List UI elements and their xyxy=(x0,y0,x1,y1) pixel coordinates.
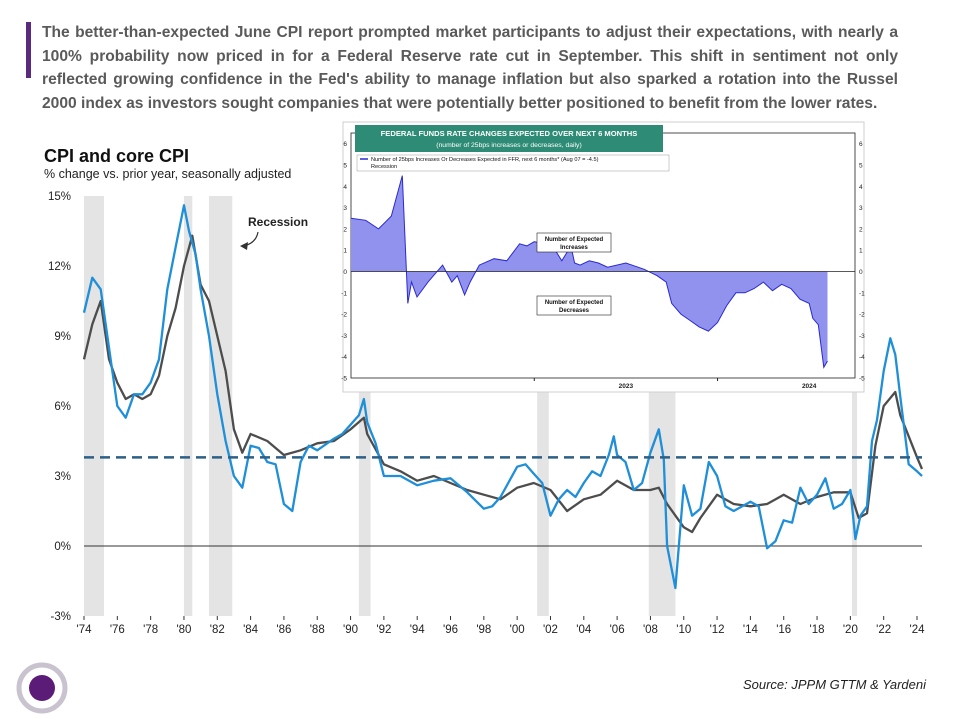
y-tick-labels: 15% 12% 9% 6% 3% 0% -3% xyxy=(48,191,71,623)
chart-title: CPI and core CPI xyxy=(44,146,190,166)
inset-annotation-decreases-box xyxy=(536,295,612,316)
inset-legend-series: Number of 25bps Increases Or Decreases E… xyxy=(371,157,599,163)
inset-x-tick-label: 2023 xyxy=(619,383,634,390)
x-tick-label: '74 xyxy=(77,624,93,636)
x-tick-label: '02 xyxy=(543,624,558,636)
source-note: Source: JPPM GTTM & Yardeni xyxy=(742,677,926,692)
inset-y-tick-left: 3 xyxy=(343,205,347,212)
x-tick-label: '04 xyxy=(576,624,592,636)
inset-y-tick-right: -2 xyxy=(859,312,865,319)
inset-annotation-decreases: Number of Expected xyxy=(545,300,604,306)
recession-annotation: Recession xyxy=(248,215,308,229)
annotation-arrowhead xyxy=(240,242,248,250)
x-tick-label: '12 xyxy=(710,624,725,636)
y-tick-label: 9% xyxy=(54,331,71,343)
inset-y-tick-left: -3 xyxy=(341,333,347,340)
y-tick-label: 3% xyxy=(54,471,71,483)
inset-annotation-decreases-line2: Decreases xyxy=(559,308,590,314)
x-tick-label: '96 xyxy=(443,624,458,636)
x-tick-label: '00 xyxy=(510,624,525,636)
x-tick-label: '88 xyxy=(310,624,325,636)
x-tick-label: '82 xyxy=(210,624,225,636)
y-tick-label: 0% xyxy=(54,541,71,553)
inset-legend-recession: Recession xyxy=(371,164,397,170)
y-tick-label: 15% xyxy=(48,191,71,203)
inset-y-tick-left: 5 xyxy=(343,162,347,169)
inset-y-tick-left: 2 xyxy=(343,226,347,233)
y-tick-label: 12% xyxy=(48,261,71,273)
x-tick-labels: '74 '76 '78 '80 '82 '84 '86 '88 '90 '92 '94 '96 '98 '… xyxy=(77,616,926,636)
inset-y-tick-left: 6 xyxy=(343,141,347,148)
y-tick-label: 6% xyxy=(54,401,71,413)
inset-y-tick-right: 0 xyxy=(859,269,863,276)
inset-y-tick-left: 1 xyxy=(343,248,347,255)
annotations: Recession xyxy=(240,215,308,250)
inset-banner xyxy=(355,125,663,152)
x-tick-label: '20 xyxy=(843,624,858,636)
chart-subtitle: % change vs. prior year, seasonally adju… xyxy=(44,167,292,181)
series-lines xyxy=(82,204,924,590)
inset-y-tick-left: -1 xyxy=(341,290,347,297)
x-tick-label: '78 xyxy=(143,624,158,636)
x-tick-label: '10 xyxy=(676,624,691,636)
cpi-line xyxy=(82,204,923,590)
recession-band xyxy=(208,196,233,616)
inset-y-tick-right: 6 xyxy=(859,141,863,148)
recession-band xyxy=(537,196,549,616)
x-tick-label: '86 xyxy=(276,624,291,636)
y-tick-label: -3% xyxy=(51,611,71,623)
inset-line xyxy=(350,175,828,369)
inset-subtitle: (number of 25bps increases or decreases,… xyxy=(436,142,581,149)
inset-y-tick-left: -5 xyxy=(341,376,347,383)
recession-band xyxy=(852,196,858,616)
inset-y-tick-right: 3 xyxy=(859,205,863,212)
inset-y-tick-left: 4 xyxy=(343,184,347,191)
inset-y-tick-left: 0 xyxy=(343,269,347,276)
inset-y-tick-right: -3 xyxy=(859,333,865,340)
inset-annotation-increases-box xyxy=(536,232,612,253)
x-tick-label: '84 xyxy=(243,624,259,636)
inset-title: FEDERAL FUNDS RATE CHANGES EXPECTED OVER… xyxy=(381,129,638,138)
inset-y-tick-right: -1 xyxy=(859,290,865,297)
inset-y-tick-right: -5 xyxy=(859,376,865,383)
x-tick-label: '90 xyxy=(343,624,358,636)
recession-band xyxy=(183,196,193,616)
x-tick-label: '18 xyxy=(810,624,825,636)
fed-funds-inset-chart: 6 6 5 5 4 4 3 3 2 2 1 1 0 0 -1 -1 -2 -2 -3 -3 -4 -4 -5 -5 2023 20… xyxy=(341,121,865,393)
x-tick-label: '24 xyxy=(910,624,926,636)
inset-y-tick-right: 4 xyxy=(859,184,863,191)
x-tick-label: '98 xyxy=(476,624,491,636)
inset-y-tick-right: -4 xyxy=(859,354,865,361)
inset-y-tick-left: -2 xyxy=(341,312,347,319)
x-tick-label: '80 xyxy=(176,624,191,636)
inset-annotation-increases-line2: Increases xyxy=(560,245,588,251)
x-tick-label: '92 xyxy=(376,624,391,636)
accent-bar xyxy=(26,22,31,78)
inset-y-tick-right: 2 xyxy=(859,226,863,233)
logo-icon xyxy=(16,662,68,714)
inset-y-tick-right: 5 xyxy=(859,162,863,169)
inset-y-tick-right: 1 xyxy=(859,248,863,255)
inset-x-tick-label: 2024 xyxy=(802,383,817,390)
x-tick-label: '16 xyxy=(776,624,791,636)
inset-legend-box xyxy=(356,154,670,172)
recession-band xyxy=(84,196,104,616)
x-tick-label: '14 xyxy=(743,624,759,636)
x-tick-label: '76 xyxy=(110,624,125,636)
commentary-text: The better-than-expected June CPI report… xyxy=(42,24,898,112)
inset-y-tick-left: -4 xyxy=(341,354,347,361)
x-tick-label: '94 xyxy=(410,624,426,636)
inset-annotation-increases: Number of Expected xyxy=(545,237,604,243)
x-tick-label: '08 xyxy=(643,624,658,636)
x-tick-label: '06 xyxy=(610,624,625,636)
x-tick-label: '22 xyxy=(876,624,891,636)
